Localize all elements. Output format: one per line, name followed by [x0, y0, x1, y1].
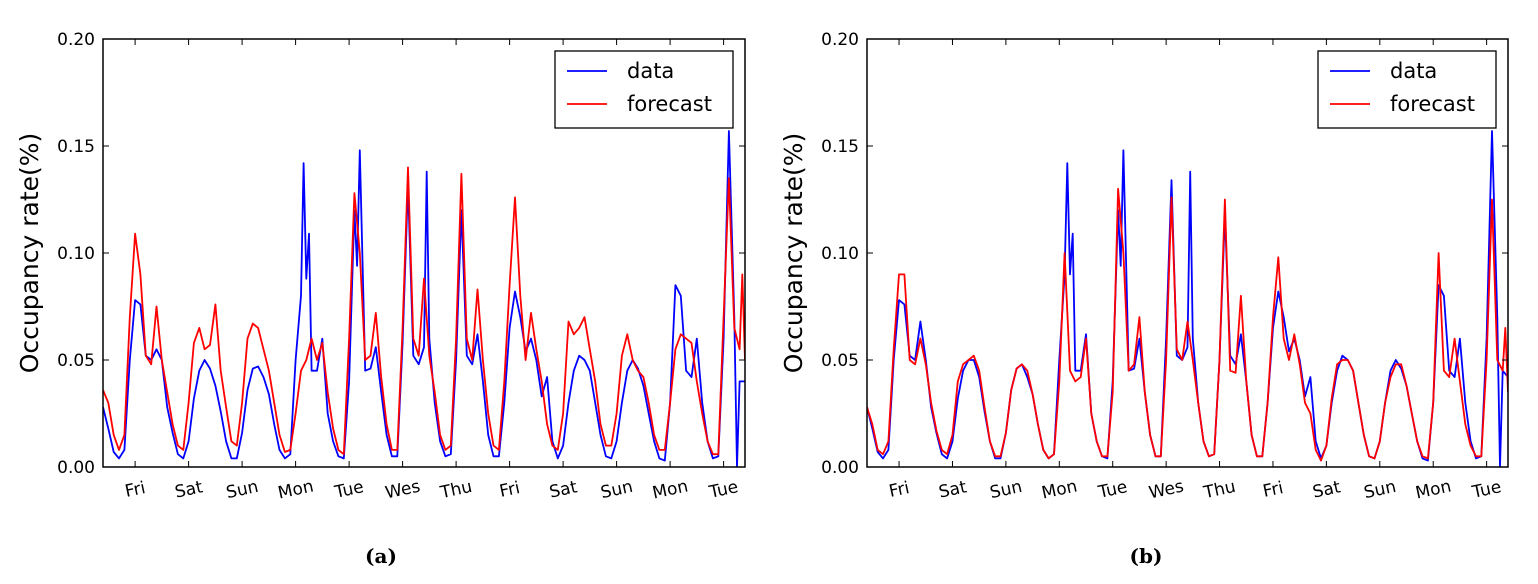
x-tick-label: Tue [707, 477, 741, 503]
y-tick-label: 0.00 [57, 458, 95, 478]
x-tick-label: Mon [1414, 476, 1453, 503]
panel-caption: (a) [365, 544, 397, 568]
x-tick-label: Sun [1362, 477, 1398, 503]
x-tick-label: Thu [438, 477, 474, 503]
y-tick-label: 0.00 [821, 458, 859, 478]
legend-box [1317, 50, 1497, 129]
x-tick-label: Mon [651, 476, 690, 503]
x-tick-label: Fri [1261, 478, 1285, 502]
y-tick-label: 0.10 [821, 244, 859, 264]
y-tick-label: 0.10 [57, 244, 95, 264]
panel-caption: (b) [1130, 544, 1163, 568]
x-tick-label: Fri [887, 478, 911, 502]
legend-label-forecast: forecast [1390, 92, 1475, 116]
x-tick-label: Fri [123, 478, 147, 502]
legend: data forecast [554, 50, 734, 129]
legend-label-data: data [627, 59, 674, 83]
y-tick-label: 0.20 [57, 30, 95, 50]
series-line-forecast [103, 166, 745, 456]
x-tick-label: Sat [173, 477, 205, 502]
x-tick-label: Sun [988, 477, 1024, 503]
x-tick-label: Wes [1147, 477, 1186, 504]
x-tick-label: Sun [224, 477, 260, 503]
panel-b: 0.00 0.05 0.10 0.15 0.20 Fri Sat Sun Mon Tue Wes Th… [779, 30, 1509, 568]
y-axis-label: Occupancy rate(%) [779, 133, 808, 374]
y-axis-label: Occupancy rate(%) [15, 133, 44, 374]
plot-area [103, 130, 745, 467]
series-line-forecast [867, 187, 1508, 462]
y-tick-label: 0.05 [821, 351, 859, 371]
x-tick-label: Sat [1311, 477, 1343, 502]
x-tick-label: Fri [498, 478, 522, 502]
legend-label-data: data [1390, 59, 1437, 83]
x-tick-label: Mon [276, 476, 315, 503]
x-tick-label: Tue [1096, 477, 1130, 503]
x-tick-label: Tue [332, 477, 366, 503]
panel-a: 0.00 0.05 0.10 0.15 0.20 Fri Sat Sun Mon Tue Wes Th… [15, 30, 746, 568]
x-tick-label: Mon [1040, 476, 1079, 503]
legend-box [554, 50, 734, 129]
y-tick-label: 0.20 [821, 30, 859, 50]
x-tick-label: Wes [384, 477, 423, 504]
legend: data forecast [1317, 50, 1497, 129]
y-tick-label: 0.15 [821, 137, 859, 157]
legend-label-forecast: forecast [627, 92, 712, 116]
plot-area [867, 130, 1508, 467]
x-tick-label: Tue [1470, 477, 1504, 503]
y-tick-label: 0.05 [57, 351, 95, 371]
x-tick-label: Sat [548, 477, 580, 502]
x-tick-label: Sun [599, 477, 635, 503]
series-line-data [103, 130, 745, 467]
x-tick-label: Thu [1201, 477, 1237, 503]
y-tick-label: 0.15 [57, 137, 95, 157]
x-tick-label: Sat [937, 477, 969, 502]
